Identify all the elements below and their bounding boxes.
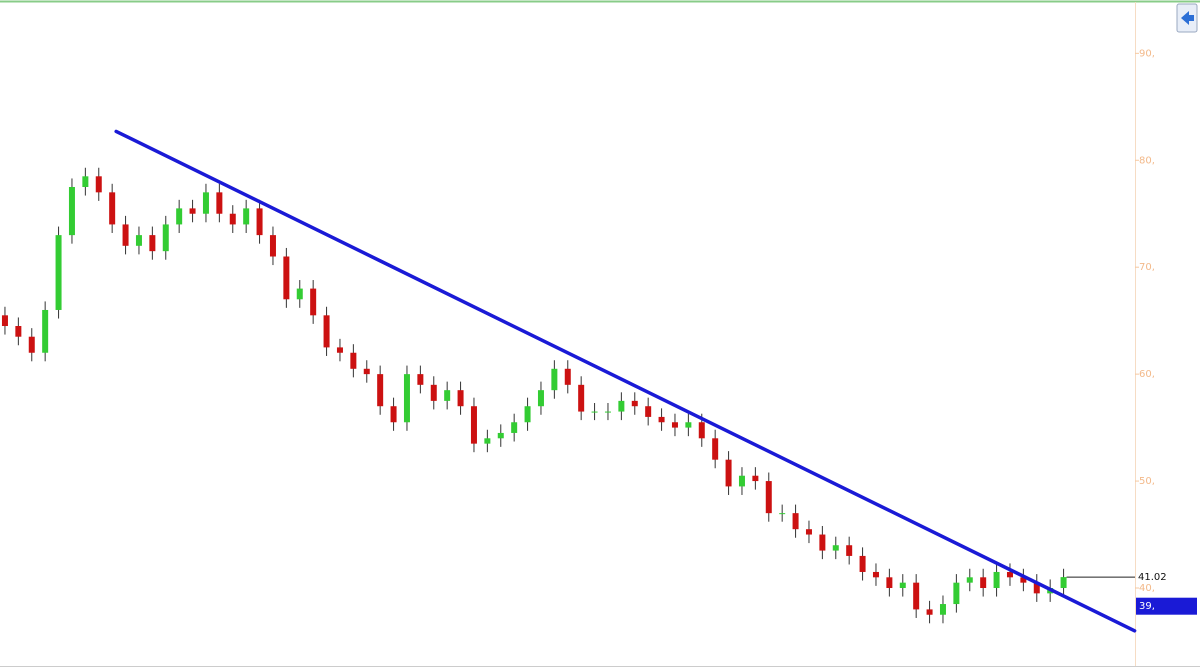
candle-body: [618, 400, 625, 412]
candle-body: [980, 577, 987, 589]
y-tick-label: 70,: [1139, 262, 1155, 273]
candle-body: [68, 186, 75, 236]
candle-body: [886, 577, 893, 589]
candle-body: [484, 438, 491, 444]
candle-body: [202, 192, 209, 214]
candle-body: [631, 400, 638, 407]
candle-body: [805, 529, 812, 535]
scroll-button[interactable]: [1176, 3, 1198, 33]
candle-body: [551, 368, 558, 391]
candle-body: [953, 582, 960, 605]
candle-body: [417, 374, 424, 385]
candle-body: [82, 176, 89, 187]
candle-body: [216, 192, 223, 214]
candle-body: [859, 555, 866, 572]
candle-body: [993, 571, 1000, 589]
candle-body: [779, 513, 786, 515]
candle-body: [564, 368, 571, 385]
candle-body: [269, 235, 276, 257]
candle-body: [792, 513, 799, 530]
candle-body: [1, 315, 8, 327]
candle-body: [42, 309, 49, 353]
candle-body: [444, 390, 451, 401]
candle-body: [229, 213, 236, 225]
candle-body: [1006, 571, 1013, 578]
candle-body: [604, 411, 611, 413]
candle-body: [899, 582, 906, 589]
candle-body: [591, 411, 598, 413]
candle-body: [913, 582, 920, 610]
candle-body: [524, 406, 531, 423]
candle-body: [176, 208, 183, 225]
candle-body: [966, 577, 973, 583]
candle-body: [725, 459, 732, 487]
y-tick-label: 60,: [1139, 369, 1155, 380]
candle-body: [122, 224, 129, 246]
trendline: [114, 129, 1137, 633]
candle-body: [537, 390, 544, 407]
candle-body: [350, 352, 357, 369]
candle-body: [752, 475, 759, 482]
candle-body: [430, 384, 437, 401]
candle-body: [363, 368, 370, 375]
candle-body: [296, 288, 303, 300]
candle-body: [390, 406, 397, 423]
candle-body: [149, 235, 156, 252]
candle-body: [403, 374, 410, 423]
candle-body: [243, 208, 250, 225]
candle-body: [671, 422, 678, 428]
candle-body: [685, 422, 692, 428]
y-tick-label: 50,: [1139, 476, 1155, 487]
candle-body: [511, 422, 518, 433]
candle-body: [135, 235, 142, 246]
candle-body: [765, 481, 772, 514]
candle-body: [470, 406, 477, 444]
candle-body: [658, 416, 665, 423]
candle-body: [189, 208, 196, 214]
candle-body: [310, 288, 317, 316]
y-tick-label: 40,: [1139, 583, 1155, 594]
y-tick-label: 80,: [1139, 155, 1155, 166]
candle-body: [926, 609, 933, 615]
trendline-level-label: 39,: [1139, 601, 1155, 612]
candle-body: [872, 571, 879, 578]
candle-body: [109, 192, 116, 225]
candle-body: [95, 176, 102, 193]
candle-body: [939, 604, 946, 615]
candle-body: [28, 336, 35, 353]
candle-body: [738, 475, 745, 487]
candle-body: [819, 534, 826, 551]
candle-body: [1033, 582, 1040, 594]
candle-body: [1060, 577, 1067, 589]
candle-body: [336, 347, 343, 353]
candle-body: [55, 235, 62, 310]
candle-body: [377, 374, 384, 407]
candle-body: [15, 326, 22, 337]
candle-body: [1020, 577, 1027, 583]
candle-body: [323, 315, 330, 348]
candle-body: [832, 545, 839, 551]
trendline-level-tag: [1136, 597, 1197, 615]
candle-body: [162, 224, 169, 252]
arrow-icon[interactable]: [1181, 11, 1194, 25]
candle-body: [698, 422, 705, 439]
candle-body: [256, 208, 263, 236]
candle-body: [578, 384, 585, 412]
candle-body: [457, 390, 464, 407]
candle-body: [283, 256, 290, 300]
candle-body: [497, 432, 504, 439]
candle-body: [712, 438, 719, 460]
y-tick-label: 90,: [1139, 48, 1155, 59]
candle-body: [846, 545, 853, 556]
candle-body: [645, 406, 652, 417]
last-price-label: 41.02: [1138, 572, 1167, 583]
